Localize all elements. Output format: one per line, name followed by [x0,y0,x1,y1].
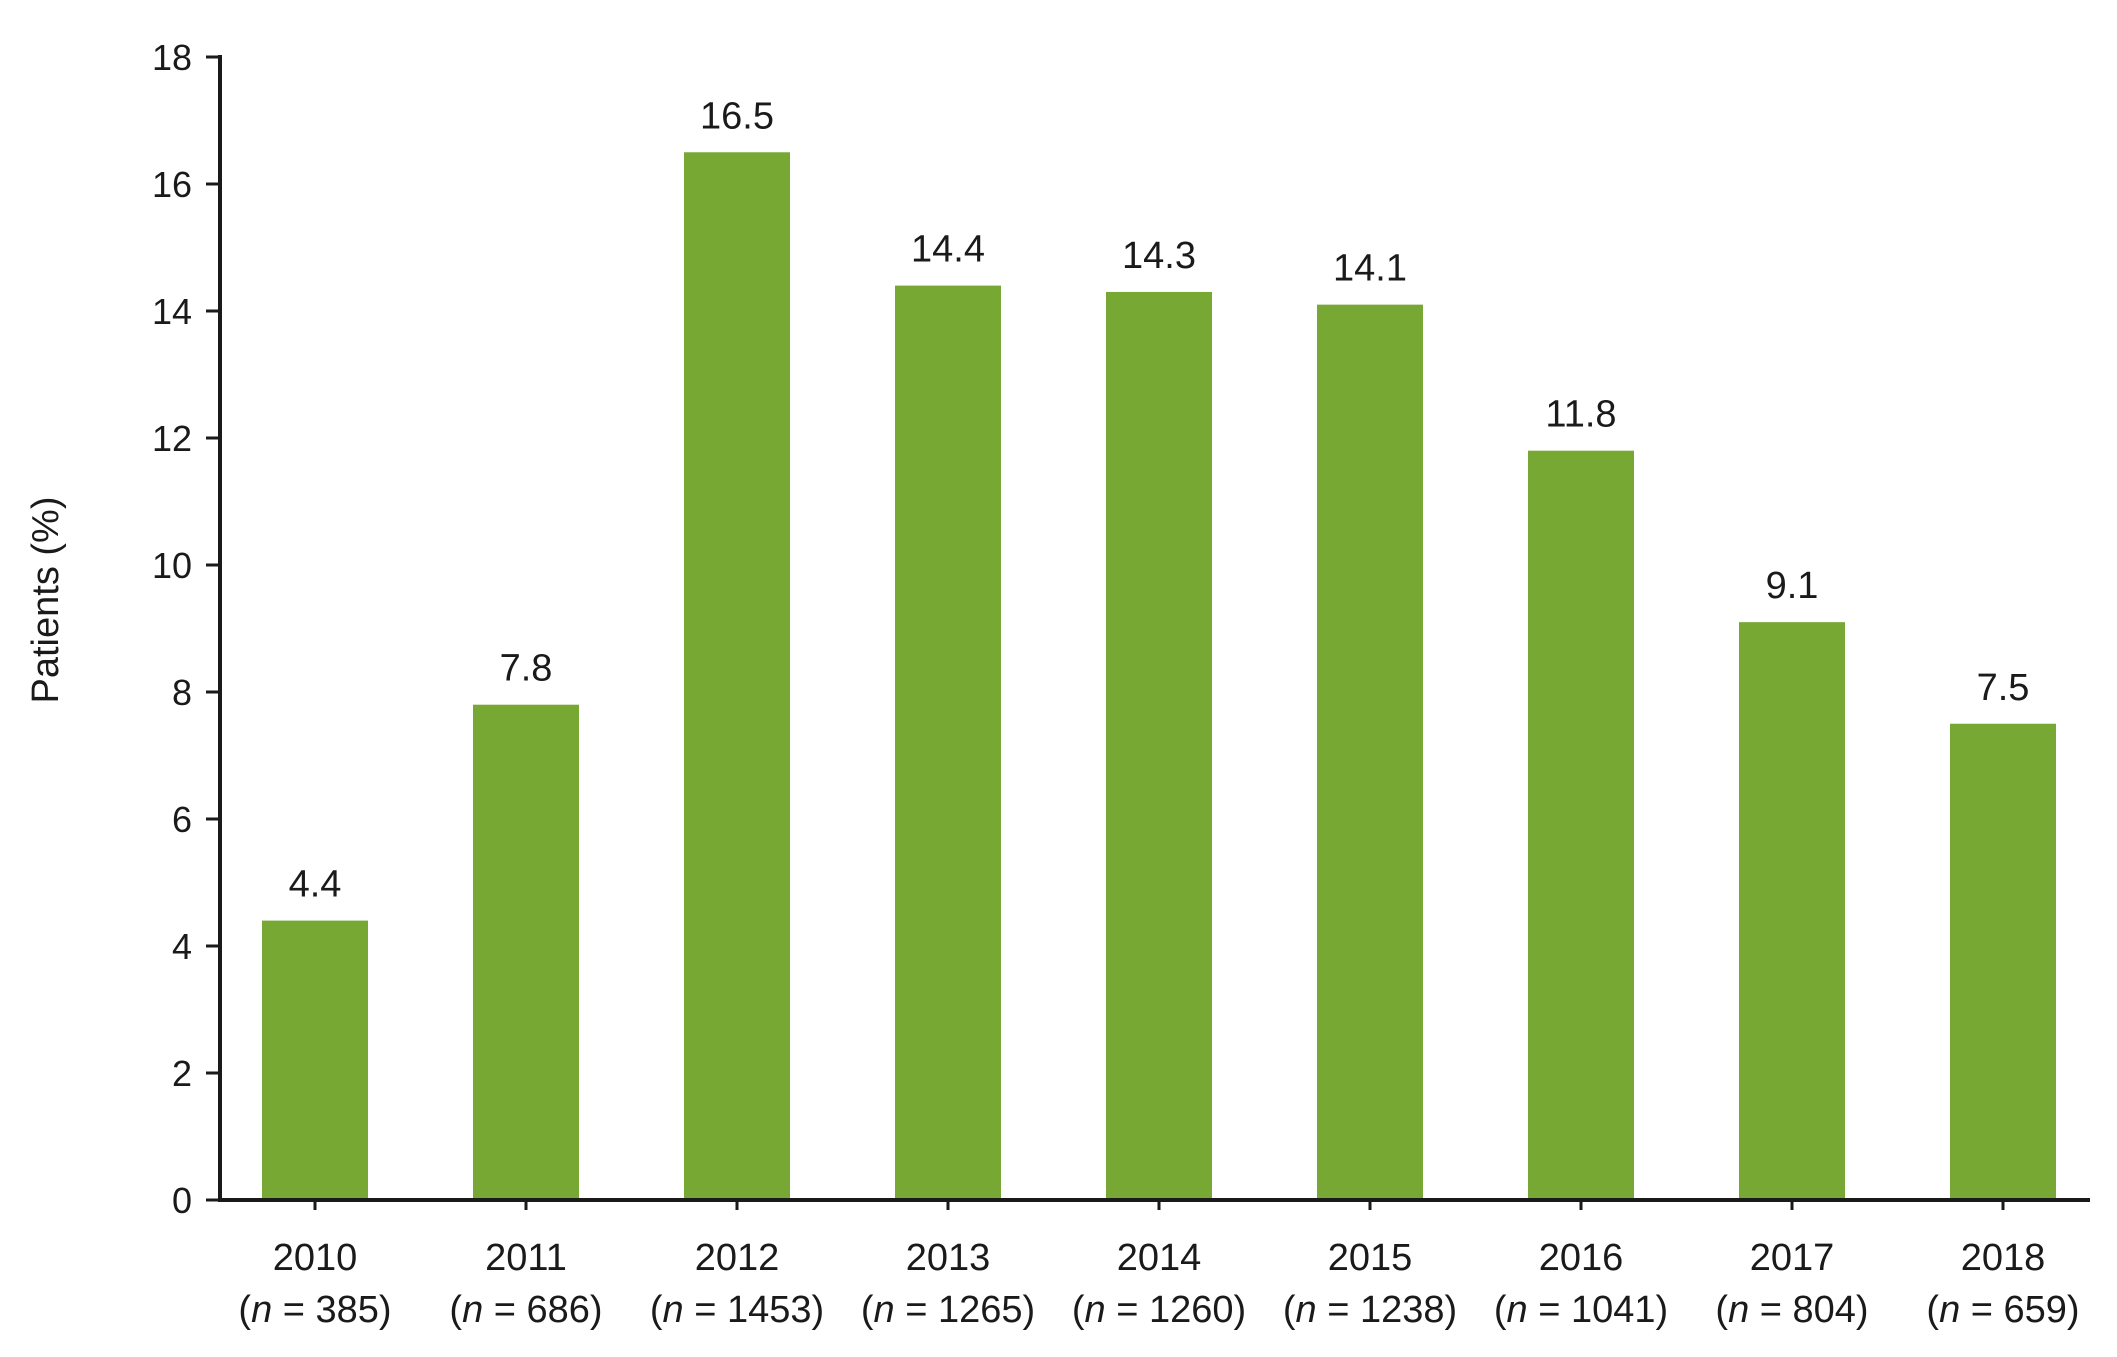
x-tick-label: 2015 [1328,1237,1413,1279]
bar-2013 [895,285,1001,1201]
x-tick-label: 2014 [1117,1237,1202,1279]
sublabel-count: = 1265) [895,1289,1036,1331]
x-tick-label: 2013 [906,1237,991,1279]
x-tick-sublabel: (n = 686) [449,1289,602,1331]
y-tick-label: 18 [152,37,192,78]
sublabel-n: n [1085,1289,1106,1331]
bar-2014 [1106,291,1212,1200]
x-tick-sublabel: (n = 659) [1926,1289,2079,1331]
x-tick-sublabel: (n = 385) [238,1289,391,1331]
sublabel-prefix: ( [861,1289,874,1331]
sublabel-prefix: ( [1494,1289,1507,1331]
sublabel-n: n [663,1289,684,1331]
bar-value-label: 7.5 [1977,667,2030,709]
y-axis-label-group: Patients (%) [25,497,67,704]
y-tick-label: 14 [152,291,192,332]
sublabel-count: = 686) [483,1289,602,1331]
bar-2017 [1739,622,1845,1200]
sublabel-n: n [1939,1289,1960,1331]
bars-group [262,152,2056,1201]
x-tick-sublabel: (n = 1453) [650,1289,824,1331]
x-axis-ticks: 2010(n = 385)2011(n = 686)2012(n = 1453)… [238,1200,2080,1331]
bar-2018 [1950,723,2056,1200]
bar-2011 [473,704,579,1200]
bar-value-label: 16.5 [700,95,774,137]
y-axis-ticks: 0 2 4 6 8 10 12 14 16 18 [152,37,220,1221]
value-labels-group: 4.4 7.8 16.5 14.4 14.3 14.1 11.8 9.1 7.5 [289,95,2030,905]
sublabel-count: = 385) [272,1289,391,1331]
sublabel-n: n [1296,1289,1317,1331]
y-tick-label: 8 [172,672,192,713]
x-tick-label: 2011 [485,1237,567,1279]
axes-group [218,55,2090,1202]
sublabel-prefix: ( [1283,1289,1296,1331]
bar-value-label: 9.1 [1766,565,1819,607]
x-tick-label: 2012 [695,1237,780,1279]
sublabel-prefix: ( [238,1289,251,1331]
bar-2016 [1528,450,1634,1200]
x-tick-label: 2016 [1539,1237,1624,1279]
x-tick-sublabel: (n = 1041) [1494,1289,1668,1331]
sublabel-count: = 1453) [684,1289,825,1331]
sublabel-count: = 1041) [1528,1289,1669,1331]
sublabel-prefix: ( [449,1289,462,1331]
bar-value-label: 14.1 [1333,248,1407,290]
bar-value-label: 4.4 [289,864,342,906]
sublabel-n: n [1507,1289,1528,1331]
bar-2015 [1317,304,1423,1200]
bar-value-label: 7.8 [500,648,553,690]
bar-2012 [684,152,790,1200]
bar-value-label: 14.4 [911,229,985,271]
bar-value-label: 11.8 [1545,394,1616,436]
sublabel-count: = 1260) [1106,1289,1247,1331]
bar-value-label: 14.3 [1122,235,1196,277]
y-tick-label: 4 [172,926,192,967]
sublabel-n: n [462,1289,483,1331]
sublabel-n: n [1728,1289,1749,1331]
sublabel-count: = 1238) [1317,1289,1458,1331]
sublabel-prefix: ( [1072,1289,1085,1331]
sublabel-prefix: ( [1926,1289,1939,1331]
x-tick-label: 2018 [1961,1237,2046,1279]
sublabel-count: = 804) [1749,1289,1868,1331]
y-tick-label: 16 [152,164,192,205]
bar-2010 [262,920,368,1200]
sublabel-prefix: ( [1715,1289,1728,1331]
y-axis-label: Patients (%) [25,497,67,704]
sublabel-n: n [874,1289,895,1331]
x-tick-label: 2010 [273,1237,358,1279]
x-tick-sublabel: (n = 804) [1715,1289,1868,1331]
y-tick-label: 12 [152,418,192,459]
y-tick-label: 2 [172,1053,192,1094]
sublabel-n: n [251,1289,272,1331]
x-tick-label: 2017 [1750,1237,1835,1279]
sublabel-count: = 659) [1960,1289,2079,1331]
y-tick-label: 0 [172,1180,192,1221]
y-tick-label: 6 [172,799,192,840]
x-tick-sublabel: (n = 1238) [1283,1289,1457,1331]
x-tick-sublabel: (n = 1260) [1072,1289,1246,1331]
y-tick-label: 10 [152,545,192,586]
sublabel-prefix: ( [650,1289,663,1331]
x-tick-sublabel: (n = 1265) [861,1289,1035,1331]
